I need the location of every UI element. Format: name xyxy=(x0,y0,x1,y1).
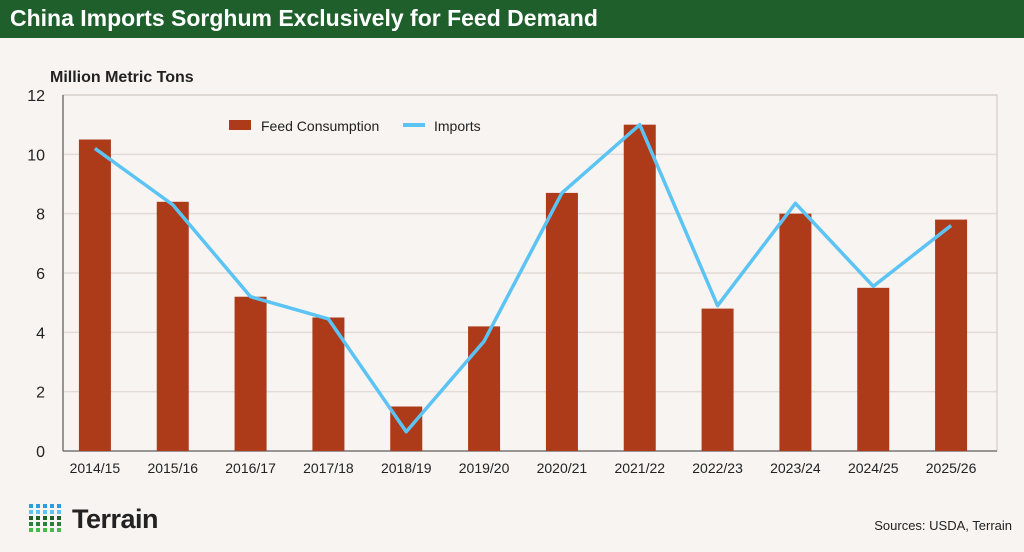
y-tick-label: 6 xyxy=(36,266,45,283)
x-tick-label: 2017/18 xyxy=(303,460,354,476)
x-tick-label: 2025/26 xyxy=(926,460,977,476)
x-tick-label: 2022/23 xyxy=(692,460,743,476)
y-tick-label: 12 xyxy=(27,88,45,105)
page-title: China Imports Sorghum Exclusively for Fe… xyxy=(10,5,598,31)
terrain-logo: Terrain xyxy=(28,503,159,535)
bar-feed-consumption xyxy=(468,326,501,451)
legend-label-feed-consumption: Feed Consumption xyxy=(261,118,379,134)
bar-feed-consumption xyxy=(78,139,111,451)
title-banner: China Imports Sorghum Exclusively for Fe… xyxy=(0,0,1024,38)
terrain-logo-icon xyxy=(29,504,61,532)
y-tick-label: 4 xyxy=(36,325,45,342)
bar-feed-consumption xyxy=(935,219,968,451)
x-tick-label: 2015/16 xyxy=(147,460,198,476)
y-tick-label: 2 xyxy=(36,385,45,402)
bar-feed-consumption xyxy=(234,296,267,451)
x-tick-label: 2019/20 xyxy=(459,460,510,476)
bar-feed-consumption xyxy=(857,287,890,451)
y-tick-label: 10 xyxy=(27,147,45,164)
x-tick-label: 2023/24 xyxy=(770,460,821,476)
y-axis-title: Million Metric Tons xyxy=(50,69,194,86)
y-tick-label: 0 xyxy=(36,444,45,461)
sources-note: Sources: USDA, Terrain xyxy=(874,518,1012,533)
y-tick-label: 8 xyxy=(36,207,45,224)
bar-feed-consumption xyxy=(623,124,656,452)
x-tick-label: 2020/21 xyxy=(537,460,588,476)
legend-swatch-feed-consumption xyxy=(229,120,251,130)
x-tick-label: 2018/19 xyxy=(381,460,432,476)
brand-name: Terrain xyxy=(72,503,159,534)
x-tick-label: 2016/17 xyxy=(225,460,276,476)
x-tick-label: 2014/15 xyxy=(70,460,121,476)
x-tick-label: 2021/22 xyxy=(614,460,665,476)
bar-feed-consumption xyxy=(312,317,345,451)
legend-label-imports: Imports xyxy=(434,118,481,134)
bar-feed-consumption xyxy=(156,201,189,451)
bar-feed-consumption xyxy=(779,213,812,451)
x-tick-label: 2024/25 xyxy=(848,460,899,476)
bar-feed-consumption xyxy=(701,308,734,451)
bar-feed-consumption xyxy=(545,192,578,451)
line-imports xyxy=(93,122,953,434)
